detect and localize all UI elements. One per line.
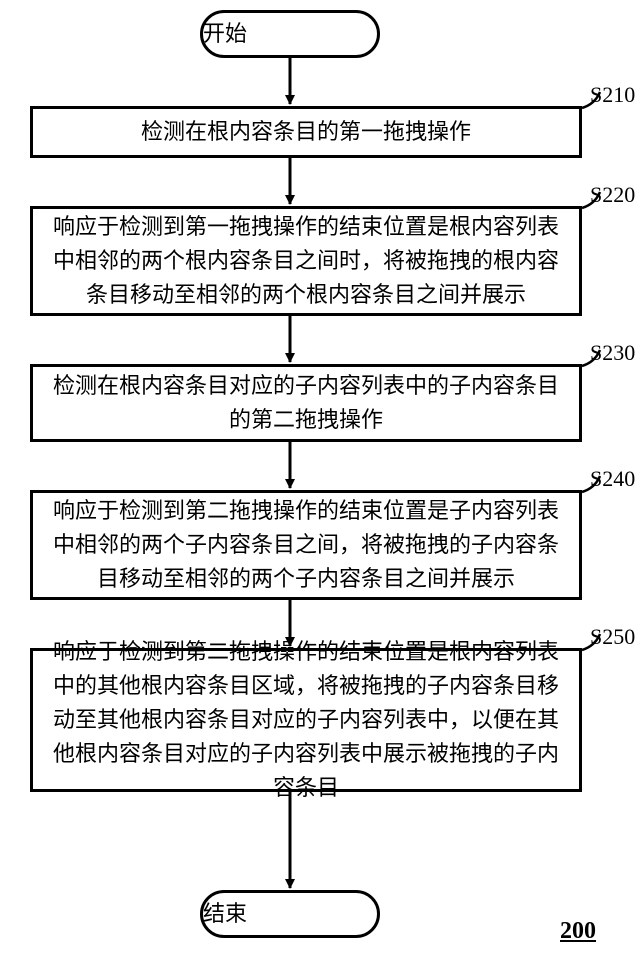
step-s230: 检测在根内容条目对应的子内容列表中的子内容条目的第二拖拽操作: [30, 364, 582, 442]
step-s220-label: S220: [590, 182, 635, 208]
figure-reference: 200: [560, 918, 596, 945]
step-s220: 响应于检测到第一拖拽操作的结束位置是根内容列表中相邻的两个根内容条目之间时，将被…: [30, 206, 582, 316]
step-s240-label: S240: [590, 466, 635, 492]
end-label: 结束: [203, 897, 377, 931]
step-s240-text: 响应于检测到第二拖拽操作的结束位置是子内容列表中相邻的两个子内容条目之间，将被拖…: [49, 494, 563, 596]
step-s210-text: 检测在根内容条目的第一拖拽操作: [49, 115, 563, 149]
flowchart-canvas: 开始 检测在根内容条目的第一拖拽操作 S210 响应于检测到第一拖拽操作的结束位…: [0, 0, 638, 957]
step-s250: 响应于检测到第二拖拽操作的结束位置是根内容列表中的其他根内容条目区域，将被拖拽的…: [30, 648, 582, 792]
start-terminal: 开始: [200, 10, 380, 58]
step-s230-text: 检测在根内容条目对应的子内容列表中的子内容条目的第二拖拽操作: [49, 369, 563, 437]
step-s220-text: 响应于检测到第一拖拽操作的结束位置是根内容列表中相邻的两个根内容条目之间时，将被…: [49, 210, 563, 312]
step-s250-label: S250: [590, 624, 635, 650]
step-s210-label: S210: [590, 82, 635, 108]
step-s230-label: S230: [590, 340, 635, 366]
end-terminal: 结束: [200, 890, 380, 938]
step-s240: 响应于检测到第二拖拽操作的结束位置是子内容列表中相邻的两个子内容条目之间，将被拖…: [30, 490, 582, 600]
step-s210: 检测在根内容条目的第一拖拽操作: [30, 106, 582, 158]
step-s250-text: 响应于检测到第二拖拽操作的结束位置是根内容列表中的其他根内容条目区域，将被拖拽的…: [49, 635, 563, 805]
start-label: 开始: [203, 17, 377, 51]
